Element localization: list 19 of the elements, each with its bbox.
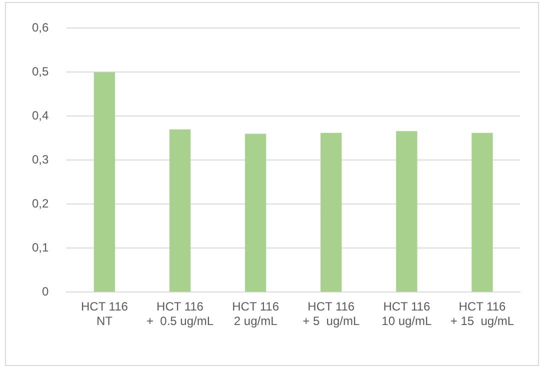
y-tick-label: 0,5: [32, 64, 49, 79]
bar: [94, 72, 116, 292]
x-tick-label: HCT 116 + 15 ug/mL: [450, 300, 514, 328]
bar: [320, 132, 342, 292]
bar: [169, 129, 191, 292]
y-tick-label: 0,2: [32, 196, 49, 211]
x-tick-label: HCT 116 + 5 ug/mL: [302, 300, 360, 328]
bar: [244, 134, 266, 292]
y-tick-label: 0,1: [32, 240, 49, 255]
bar: [396, 131, 418, 292]
x-tick-label: HCT 116 10 ug/mL: [382, 300, 432, 328]
y-tick-label: 0,6: [32, 20, 49, 35]
x-tick-label: HCT 116 2 ug/mL: [232, 300, 280, 328]
y-tick-label: 0: [42, 284, 49, 299]
y-tick-label: 0,3: [32, 152, 49, 167]
bar: [472, 132, 493, 292]
x-tick-label: HCT 116 + 0.5 ug/mL: [146, 300, 214, 328]
x-tick-label: HCT 116 NT: [80, 300, 128, 328]
y-tick-label: 0,4: [32, 108, 49, 123]
